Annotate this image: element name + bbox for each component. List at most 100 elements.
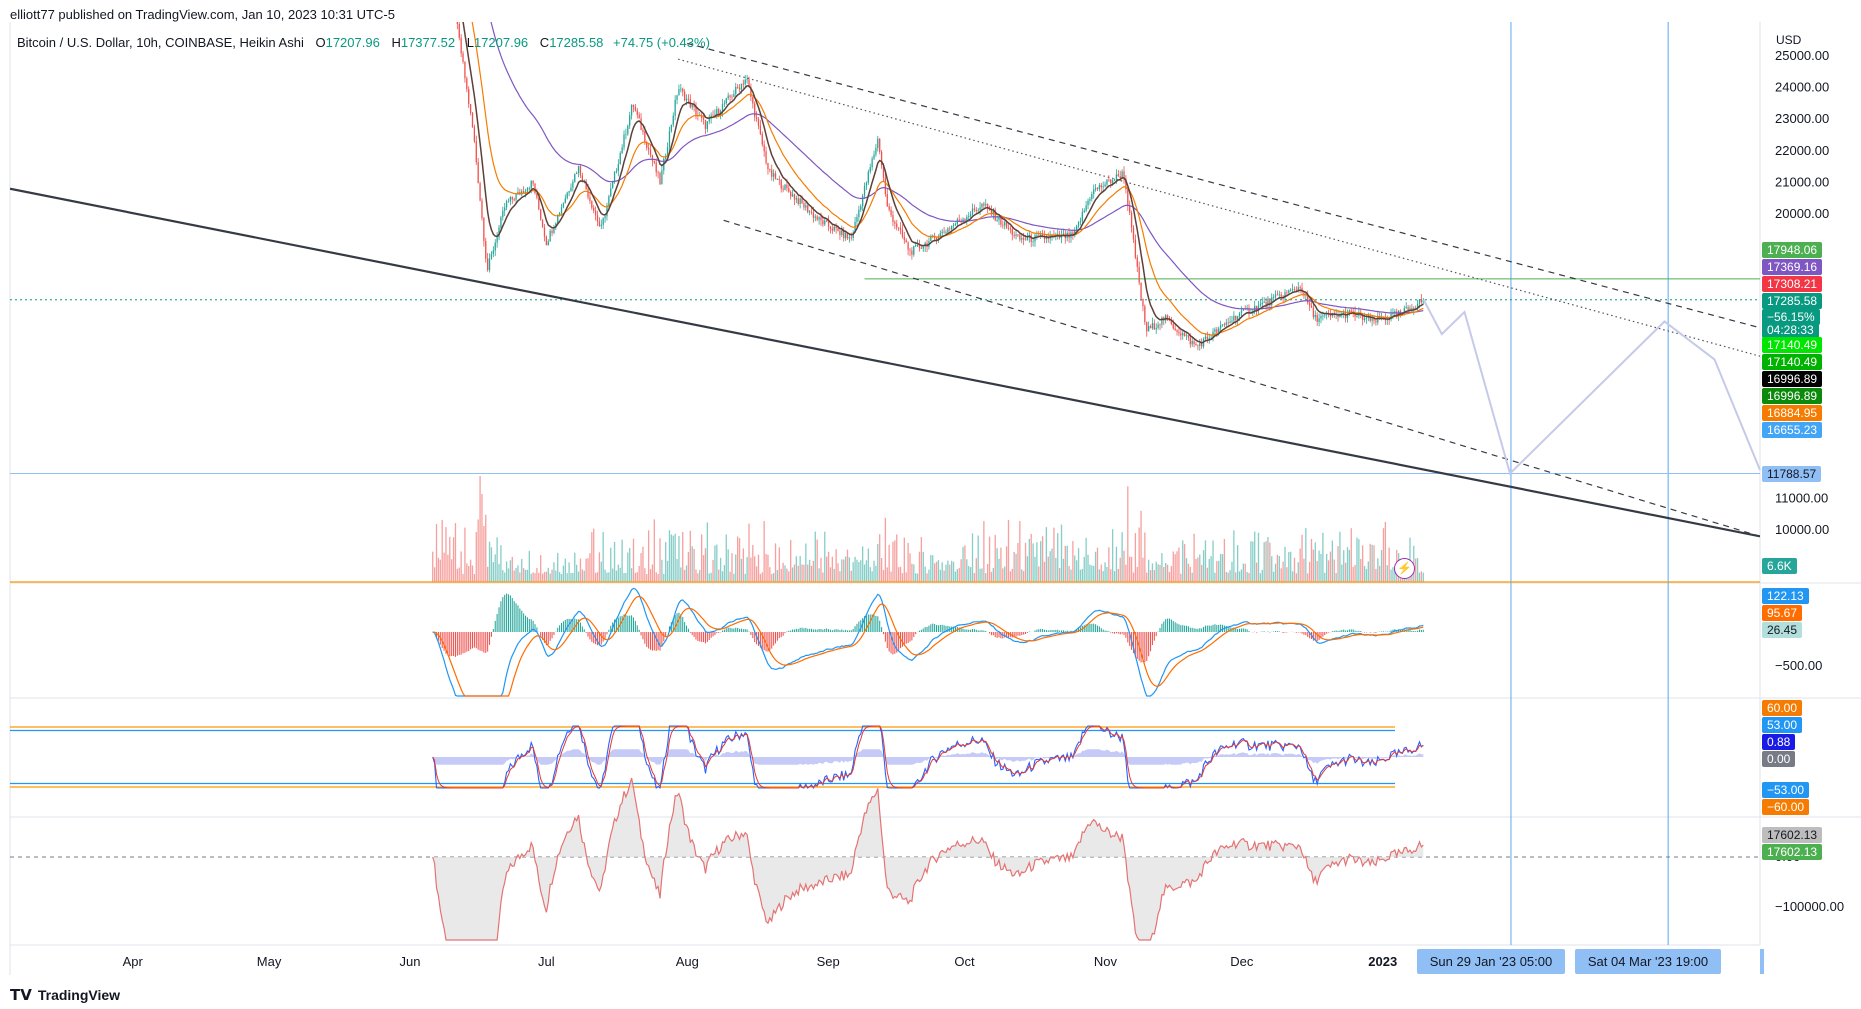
volume-bar [1022, 571, 1025, 582]
candle-body [1363, 318, 1366, 321]
candle-body [1238, 313, 1241, 317]
volume-bar [1087, 554, 1089, 582]
candle-body [693, 104, 695, 108]
candle-body [949, 228, 951, 230]
candle-body [644, 131, 646, 143]
candle-body [534, 183, 536, 194]
volume-bar [1261, 569, 1263, 582]
candle-body [1123, 171, 1125, 179]
candle-body [486, 258, 489, 271]
candle-body [750, 87, 752, 98]
symbol-title[interactable]: Bitcoin / U.S. Dollar, 10h, COINBASE, He… [17, 35, 304, 50]
candle-body [1322, 315, 1324, 317]
candle-body [1106, 179, 1108, 185]
volume-bar [805, 543, 807, 582]
volume-bar [475, 532, 477, 582]
volume-bar [433, 567, 436, 582]
volume-bar [1295, 573, 1298, 582]
volume-bar [909, 553, 911, 582]
candle-body [545, 236, 548, 246]
volume-bar [509, 560, 512, 582]
volume-bar [1147, 559, 1150, 582]
candle-body [1204, 336, 1207, 339]
volume-bar [1159, 564, 1161, 582]
candle-body [1115, 174, 1118, 180]
oscillator-scale-label: 0.00 [1762, 751, 1796, 767]
volume-bar [731, 553, 733, 582]
volume-bar [511, 556, 513, 582]
volume-bar [451, 559, 453, 582]
volume-bar [932, 555, 934, 582]
volume-bar [750, 557, 752, 582]
candle-body [564, 198, 566, 204]
volume-bar [892, 541, 894, 582]
candle-body [846, 233, 849, 239]
volume-bar [755, 566, 758, 582]
candle-body [1257, 305, 1260, 311]
volume-bar [1314, 542, 1316, 582]
candle-body [844, 233, 847, 239]
volume-bar [933, 563, 936, 582]
volume-bar [676, 558, 678, 582]
volume-bar [691, 546, 693, 582]
footer-brand[interactable]: 𝗧𝗩 TradingView [10, 986, 120, 1004]
volume-bar [772, 573, 775, 582]
volume-bar [860, 560, 862, 582]
candle-body [1320, 316, 1322, 319]
volume-bar [460, 551, 462, 582]
candle-body [481, 200, 483, 219]
candle-body [642, 129, 644, 132]
price-scale-label: 17308.21 [1762, 276, 1823, 292]
volume-bar [886, 567, 888, 582]
candle-body [831, 228, 834, 231]
candle-body [623, 134, 625, 148]
volume-bar [530, 573, 532, 582]
candle-body [1151, 323, 1154, 329]
candle-body [1057, 233, 1059, 235]
volume-bar [718, 569, 720, 582]
volume-bar [939, 569, 941, 582]
volume-bar [1021, 569, 1023, 582]
volume-bar [458, 567, 460, 582]
volume-bar [630, 568, 633, 582]
volume-bar [566, 573, 568, 582]
candle-body [1396, 311, 1398, 316]
volume-bar [810, 565, 813, 582]
candle-body [793, 194, 796, 200]
volume-bar [808, 559, 811, 582]
candle-body [524, 191, 527, 193]
volume-bar [1195, 558, 1197, 582]
candle-body [651, 155, 654, 161]
candle-body [473, 127, 476, 142]
lightning-icon[interactable]: ⚡ [1394, 558, 1415, 579]
candle-body [964, 219, 966, 221]
candle-body [1100, 185, 1102, 188]
volume-bar [1229, 570, 1231, 582]
volume-bar [1142, 557, 1144, 582]
candle-body [1208, 337, 1210, 339]
candle-body [1005, 222, 1008, 228]
candle-body [1000, 216, 1002, 225]
volume-bar [744, 573, 746, 582]
close-value: 17285.58 [549, 35, 604, 50]
candle-body [790, 191, 792, 197]
volume-bar [890, 571, 892, 582]
volume-bar [1221, 554, 1224, 582]
candle-body [805, 205, 807, 208]
volume-bar [748, 523, 750, 582]
currency-label[interactable]: USD [1776, 33, 1802, 47]
volume-bar [615, 570, 618, 582]
volume-bar [1134, 533, 1137, 582]
candle-body [625, 133, 627, 135]
volume-bar [988, 536, 991, 582]
candle-body [873, 154, 875, 159]
candle-body [990, 210, 993, 215]
volume-bar [1115, 546, 1118, 582]
candle-body [968, 216, 970, 217]
volume-bar [602, 531, 604, 582]
candle-body [719, 111, 722, 115]
volume-bar [1130, 557, 1133, 582]
volume-bar [1060, 524, 1063, 582]
volume-bar [653, 519, 655, 582]
